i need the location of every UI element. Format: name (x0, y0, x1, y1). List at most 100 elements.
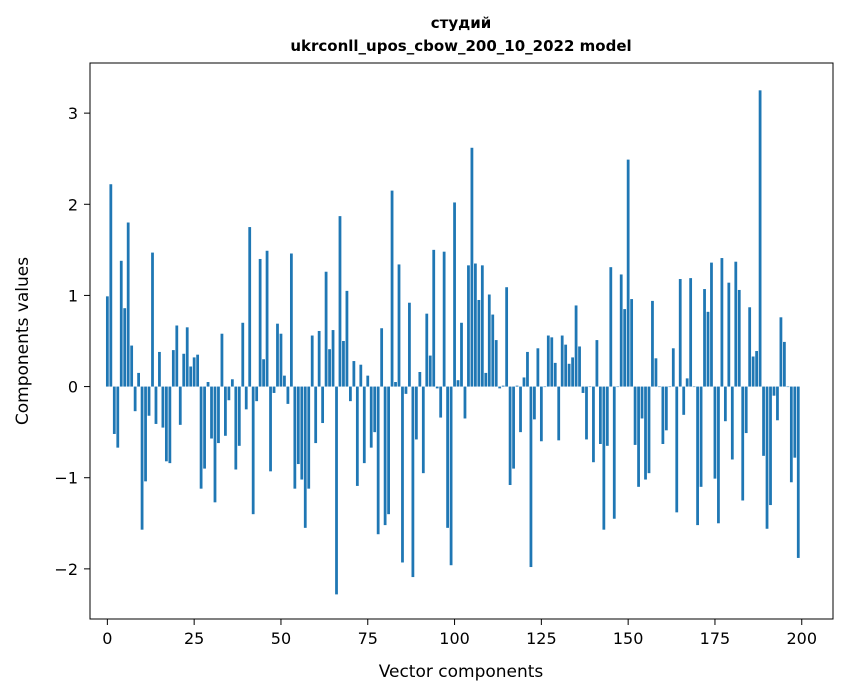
bar-component-63 (324, 271, 328, 387)
bar-component-20 (175, 325, 179, 387)
bar-component-134 (571, 357, 574, 387)
bar-component-197 (789, 386, 793, 483)
bar-component-185 (748, 307, 752, 387)
bar-component-81 (387, 386, 390, 515)
bar-component-25 (192, 357, 196, 387)
bar-component-60 (314, 386, 318, 444)
bar-component-147 (616, 386, 620, 388)
bar-component-199 (796, 386, 800, 558)
x-tick-label: 175 (700, 629, 731, 648)
bar-component-158 (654, 358, 658, 387)
bar-component-143 (602, 386, 606, 530)
bar-component-160 (661, 386, 665, 444)
bar-component-138 (585, 386, 588, 440)
bar-component-109 (484, 372, 488, 387)
bar-component-193 (776, 386, 779, 421)
bar-component-191 (769, 386, 772, 506)
bars-group (105, 90, 800, 595)
bar-component-26 (196, 354, 200, 387)
x-tick-label: 150 (613, 629, 644, 648)
y-tick-label: −1 (54, 469, 78, 488)
bar-component-8 (133, 386, 137, 412)
bar-component-156 (647, 386, 651, 474)
bar-component-110 (487, 294, 491, 387)
bar-component-36 (230, 379, 234, 387)
bar-component-108 (480, 265, 484, 387)
y-axis-ticks: −2 −1 0 1 2 3 (54, 104, 90, 579)
bar-component-113 (498, 386, 502, 389)
bar-component-146 (612, 386, 616, 519)
bar-component-29 (206, 382, 210, 387)
bar-component-99 (449, 386, 453, 566)
bar-component-51 (283, 375, 286, 387)
y-tick-label: 3 (68, 104, 78, 123)
bar-component-48 (272, 386, 276, 393)
bar-component-88 (411, 386, 415, 578)
bar-component-127 (546, 335, 550, 387)
bar-component-91 (421, 386, 425, 474)
bar-component-169 (692, 386, 696, 388)
bar-component-177 (720, 258, 724, 387)
bar-component-30 (210, 386, 213, 439)
bar-component-131 (560, 335, 564, 387)
bar-component-58 (307, 386, 311, 489)
bar-component-40 (244, 386, 248, 410)
bar-component-56 (300, 386, 304, 480)
bar-component-53 (289, 253, 293, 387)
bar-component-80 (383, 386, 387, 526)
bar-component-198 (793, 386, 797, 458)
bar-component-132 (564, 344, 568, 387)
bar-component-85 (401, 386, 404, 563)
bar-component-122 (529, 386, 533, 568)
bar-component-3 (116, 386, 120, 448)
bar-component-84 (397, 264, 401, 387)
bar-component-64 (328, 349, 331, 387)
bar-component-38 (237, 386, 241, 446)
bar-component-39 (241, 322, 245, 387)
bar-component-123 (533, 386, 536, 420)
bar-component-173 (706, 311, 710, 387)
x-tick-label: 75 (358, 629, 378, 648)
bar-component-168 (689, 278, 693, 387)
bar-component-133 (567, 363, 571, 387)
x-tick-label: 125 (526, 629, 557, 648)
bar-component-121 (526, 351, 529, 387)
bar-component-128 (550, 337, 554, 387)
bar-component-170 (696, 386, 699, 526)
x-axis-ticks: 0 25 50 75 100 125 150 175 200 (102, 619, 817, 648)
bar-component-6 (126, 222, 130, 387)
bar-component-42 (251, 386, 255, 515)
bar-component-44 (258, 258, 262, 387)
bar-component-144 (605, 386, 609, 446)
bar-component-67 (338, 216, 342, 387)
bar-component-74 (362, 386, 366, 464)
x-tick-label: 50 (271, 629, 291, 648)
bar-component-149 (623, 309, 627, 387)
bar-component-2 (112, 386, 116, 434)
bar-component-189 (762, 386, 765, 456)
bar-component-150 (626, 159, 630, 387)
bar-component-82 (390, 190, 394, 387)
bar-component-92 (425, 313, 429, 387)
bar-component-71 (352, 361, 356, 387)
bar-component-135 (574, 305, 578, 387)
bar-component-69 (345, 290, 349, 387)
bar-component-120 (522, 377, 526, 387)
bar-component-93 (428, 355, 432, 387)
bar-component-182 (737, 289, 741, 387)
bar-component-126 (543, 386, 547, 388)
bar-component-45 (262, 359, 265, 387)
bar-component-171 (699, 386, 703, 487)
bar-component-59 (310, 335, 314, 387)
bar-component-148 (619, 274, 623, 387)
bar-component-23 (185, 327, 189, 387)
bar-component-172 (703, 289, 706, 387)
bar-component-129 (553, 362, 557, 387)
bar-component-33 (220, 333, 224, 387)
bar-component-151 (630, 299, 634, 387)
bar-component-28 (203, 386, 206, 469)
bar-component-176 (717, 386, 720, 524)
y-tick-label: −2 (54, 560, 78, 579)
bar-component-50 (279, 333, 283, 387)
